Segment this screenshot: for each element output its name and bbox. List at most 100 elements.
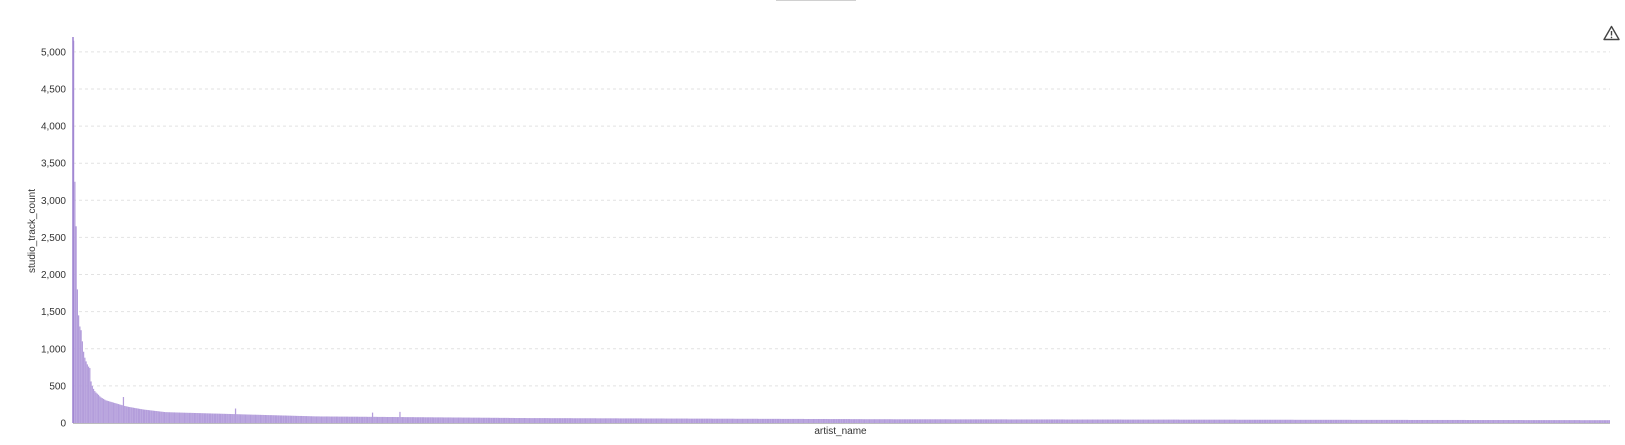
bar[interactable] [1337, 419, 1339, 423]
bar[interactable] [1287, 419, 1289, 423]
bar[interactable] [942, 419, 944, 423]
bar[interactable] [206, 413, 208, 423]
bar[interactable] [1326, 419, 1328, 423]
bar[interactable] [1360, 419, 1363, 423]
bar[interactable] [261, 414, 263, 423]
bar[interactable] [954, 419, 957, 423]
bar[interactable] [450, 417, 452, 423]
bar[interactable] [719, 418, 721, 423]
bar[interactable] [1293, 419, 1295, 423]
bar[interactable] [127, 406, 130, 423]
bar[interactable] [1551, 420, 1553, 423]
bar[interactable] [1015, 419, 1018, 423]
bar[interactable] [922, 419, 924, 423]
bar[interactable] [486, 417, 488, 423]
bar[interactable] [621, 418, 623, 423]
bar[interactable] [1329, 419, 1331, 423]
bar[interactable] [368, 416, 370, 423]
bar[interactable] [1176, 419, 1178, 423]
bar[interactable] [80, 330, 82, 423]
bar[interactable] [626, 418, 628, 423]
bar[interactable] [216, 413, 218, 423]
bar[interactable] [516, 418, 518, 423]
bar[interactable] [1591, 420, 1593, 423]
bar[interactable] [247, 414, 249, 423]
bar[interactable] [614, 418, 617, 423]
bar[interactable] [819, 418, 821, 423]
bar[interactable] [801, 418, 803, 423]
bar[interactable] [343, 416, 345, 423]
bar[interactable] [918, 419, 920, 423]
bar[interactable] [219, 413, 222, 423]
bar[interactable] [414, 417, 416, 423]
bar[interactable] [1359, 419, 1361, 423]
bar[interactable] [1349, 419, 1351, 423]
bar[interactable] [939, 419, 942, 423]
bar[interactable] [211, 413, 213, 423]
bar[interactable] [77, 315, 80, 423]
bar[interactable] [927, 419, 929, 423]
bar[interactable] [985, 419, 988, 423]
bar[interactable] [908, 419, 911, 423]
bar[interactable] [394, 416, 396, 423]
bar[interactable] [582, 418, 584, 423]
bar[interactable] [720, 418, 722, 423]
bar[interactable] [1047, 419, 1049, 423]
bar[interactable] [795, 418, 797, 423]
bar[interactable] [830, 419, 832, 423]
bar[interactable] [273, 415, 275, 423]
bar[interactable] [765, 418, 767, 423]
bar[interactable] [662, 418, 664, 423]
bar[interactable] [293, 415, 295, 423]
bar[interactable] [132, 407, 135, 423]
bar[interactable] [309, 416, 311, 423]
bar[interactable] [804, 418, 806, 423]
bar[interactable] [1479, 420, 1481, 423]
bar[interactable] [1307, 419, 1309, 423]
bar[interactable] [1317, 419, 1319, 423]
bar[interactable] [1215, 419, 1217, 423]
bar[interactable] [297, 415, 299, 423]
bar[interactable] [802, 418, 805, 423]
bar[interactable] [474, 417, 476, 423]
bar[interactable] [1032, 419, 1034, 423]
bar[interactable] [238, 414, 240, 423]
bar[interactable] [1316, 419, 1318, 423]
bar[interactable] [1313, 419, 1315, 423]
bar[interactable] [497, 417, 499, 423]
bar[interactable] [1003, 419, 1005, 423]
bar[interactable] [710, 418, 712, 423]
bar[interactable] [805, 418, 807, 423]
bar[interactable] [333, 416, 335, 423]
bar[interactable] [197, 413, 199, 423]
bar[interactable] [500, 417, 502, 423]
bar[interactable] [1401, 419, 1404, 423]
bar[interactable] [748, 418, 750, 423]
bar[interactable] [552, 418, 554, 423]
bar[interactable] [1410, 419, 1412, 423]
bar[interactable] [1482, 420, 1485, 423]
bar[interactable] [1070, 419, 1072, 423]
bar[interactable] [936, 419, 938, 423]
bar[interactable] [604, 418, 607, 423]
bar[interactable] [1264, 419, 1267, 423]
bar[interactable] [507, 417, 509, 423]
bar[interactable] [1426, 419, 1429, 423]
bar[interactable] [1514, 420, 1516, 423]
bar[interactable] [774, 418, 776, 423]
bar[interactable] [298, 415, 300, 423]
bar[interactable] [535, 418, 537, 423]
bar[interactable] [1119, 419, 1121, 423]
bar[interactable] [1510, 420, 1512, 423]
bar[interactable] [1191, 419, 1193, 423]
bar[interactable] [434, 417, 436, 423]
bar[interactable] [1411, 419, 1414, 423]
bar[interactable] [932, 419, 934, 423]
bar[interactable] [145, 409, 147, 423]
bar[interactable] [612, 418, 614, 423]
bar[interactable] [683, 418, 685, 423]
bar[interactable] [371, 412, 374, 423]
bar[interactable] [1392, 419, 1394, 423]
bar[interactable] [929, 419, 932, 423]
bar[interactable] [393, 416, 395, 423]
